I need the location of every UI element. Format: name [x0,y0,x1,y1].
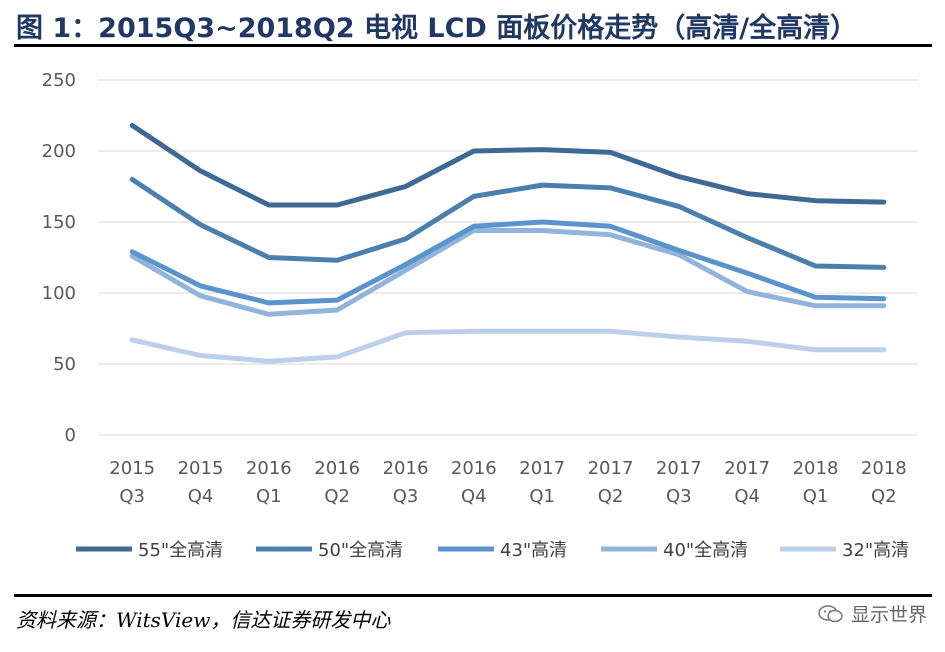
y-tick-label: 250 [42,70,76,91]
x-tick-label: Q4 [461,486,487,507]
series-line [129,219,887,306]
x-tick-label: Q4 [188,486,214,507]
series-line [129,122,887,208]
x-tick-label: Q1 [803,486,829,507]
y-tick-label: 0 [65,425,76,446]
x-tick-label: 2015 [178,458,224,479]
x-tick-label: Q3 [666,486,692,507]
series-line [129,328,887,364]
x-tick-label: 2017 [519,458,565,479]
chart-title: 图 1：2015Q3~2018Q2 电视 LCD 面板价格走势（高清/全高清） [16,13,858,44]
y-tick-label: 50 [53,354,76,375]
title-divider [14,44,932,47]
x-tick-label: Q3 [119,486,145,507]
series-line [129,228,887,317]
x-tick-label: Q2 [598,486,624,507]
wechat-icon [818,604,843,622]
series-lines [129,122,887,364]
x-tick-label: 2016 [246,458,292,479]
y-axis-ticks: 0 50 100 150 200 250 [42,70,76,446]
x-tick-label: 2018 [861,458,907,479]
legend-label: 43"高清 [500,540,567,561]
x-tick-label: Q2 [871,486,897,507]
x-tick-label: 2015 [109,458,155,479]
legend-label: 55"全高清 [138,540,223,561]
x-tick-label: 2017 [656,458,702,479]
x-tick-label: Q4 [734,486,760,507]
x-tick-label: Q3 [393,486,419,507]
x-tick-label: 2017 [588,458,634,479]
x-tick-label: 2016 [314,458,360,479]
x-tick-label: Q1 [256,486,282,507]
x-tick-label: Q2 [324,486,350,507]
series-line [129,176,887,270]
legend-label: 40"全高清 [663,540,748,561]
x-axis-ticks: 2015 Q3 2015 Q4 2016 Q1 2016 Q2 2016 Q3 2016 Q4 2017… [109,458,906,507]
x-tick-label: 2017 [724,458,770,479]
source-divider [14,594,932,597]
legend: 55"全高清 50"全高清 43"高清 40"全高清 32"高清 [76,540,909,561]
legend-label: 32"高清 [842,540,909,561]
y-tick-label: 150 [42,212,76,233]
y-tick-label: 100 [42,283,76,304]
legend-label: 50"全高清 [318,540,403,561]
source-note: 资料来源：WitsView，信达证券研发中心 [16,608,391,632]
watermark-text: 显示世界 [850,604,927,626]
watermark: 显示世界 [817,600,927,627]
x-tick-label: Q1 [529,486,555,507]
x-tick-label: 2018 [793,458,839,479]
y-tick-label: 200 [42,141,76,162]
x-tick-label: 2016 [451,458,497,479]
x-tick-label: 2016 [383,458,429,479]
